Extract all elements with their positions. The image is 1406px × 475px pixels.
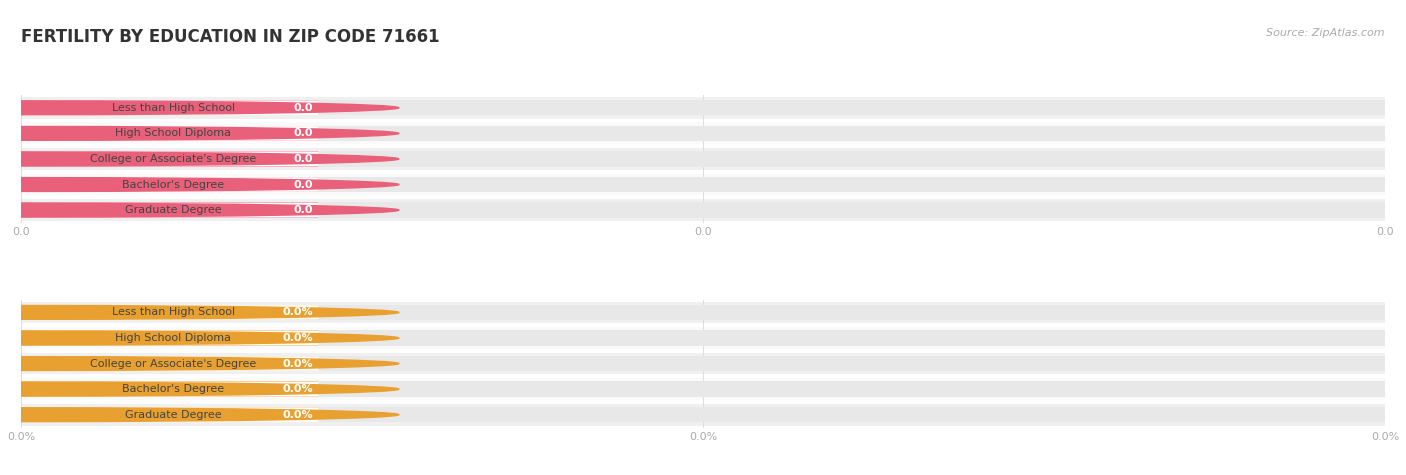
FancyBboxPatch shape bbox=[28, 203, 318, 218]
Bar bbox=[21, 151, 1385, 167]
Circle shape bbox=[0, 408, 399, 422]
Bar bbox=[21, 97, 1385, 119]
Bar bbox=[21, 199, 1385, 221]
FancyBboxPatch shape bbox=[28, 126, 318, 141]
Bar bbox=[21, 123, 1385, 144]
Text: Graduate Degree: Graduate Degree bbox=[125, 205, 222, 215]
Bar bbox=[21, 404, 1385, 426]
Bar bbox=[21, 305, 1385, 320]
Text: 0.0%: 0.0% bbox=[283, 333, 314, 343]
Bar bbox=[21, 356, 1385, 371]
FancyBboxPatch shape bbox=[28, 177, 318, 192]
Bar bbox=[21, 352, 1385, 374]
Bar bbox=[21, 305, 318, 320]
Bar bbox=[21, 407, 318, 422]
FancyBboxPatch shape bbox=[28, 356, 318, 371]
Text: 0.0%: 0.0% bbox=[283, 307, 314, 317]
Bar bbox=[21, 174, 1385, 195]
Bar bbox=[21, 302, 1385, 323]
Text: 0.0: 0.0 bbox=[294, 205, 314, 215]
Bar bbox=[21, 151, 318, 167]
Text: FERTILITY BY EDUCATION IN ZIP CODE 71661: FERTILITY BY EDUCATION IN ZIP CODE 71661 bbox=[21, 28, 440, 47]
Circle shape bbox=[0, 305, 399, 319]
Bar bbox=[21, 177, 1385, 192]
Text: Less than High School: Less than High School bbox=[111, 307, 235, 317]
Circle shape bbox=[0, 382, 399, 396]
Bar bbox=[21, 177, 318, 192]
Text: Source: ZipAtlas.com: Source: ZipAtlas.com bbox=[1267, 28, 1385, 38]
Text: Less than High School: Less than High School bbox=[111, 103, 235, 113]
FancyBboxPatch shape bbox=[28, 305, 318, 320]
Circle shape bbox=[0, 331, 399, 345]
Bar bbox=[21, 100, 1385, 115]
Bar bbox=[21, 378, 1385, 400]
Text: 0.0%: 0.0% bbox=[283, 384, 314, 394]
Text: 0.0: 0.0 bbox=[294, 180, 314, 190]
Circle shape bbox=[0, 357, 399, 371]
FancyBboxPatch shape bbox=[28, 382, 318, 396]
Bar bbox=[21, 202, 318, 218]
Circle shape bbox=[0, 203, 399, 217]
Bar bbox=[21, 126, 1385, 141]
Text: Graduate Degree: Graduate Degree bbox=[125, 410, 222, 420]
Bar bbox=[21, 100, 318, 115]
Circle shape bbox=[0, 152, 399, 166]
Bar bbox=[21, 407, 1385, 422]
Bar bbox=[21, 202, 1385, 218]
FancyBboxPatch shape bbox=[28, 408, 318, 422]
Text: 0.0%: 0.0% bbox=[283, 410, 314, 420]
Text: 0.0: 0.0 bbox=[294, 154, 314, 164]
Text: College or Associate's Degree: College or Associate's Degree bbox=[90, 359, 256, 369]
Circle shape bbox=[0, 126, 399, 140]
Text: College or Associate's Degree: College or Associate's Degree bbox=[90, 154, 256, 164]
Text: 0.0: 0.0 bbox=[294, 128, 314, 138]
Circle shape bbox=[0, 101, 399, 114]
Text: 0.0%: 0.0% bbox=[283, 359, 314, 369]
Circle shape bbox=[0, 178, 399, 191]
FancyBboxPatch shape bbox=[28, 331, 318, 345]
Text: High School Diploma: High School Diploma bbox=[115, 333, 231, 343]
Text: High School Diploma: High School Diploma bbox=[115, 128, 231, 138]
FancyBboxPatch shape bbox=[28, 101, 318, 115]
Bar bbox=[21, 356, 318, 371]
Text: Bachelor's Degree: Bachelor's Degree bbox=[122, 180, 224, 190]
Text: 0.0: 0.0 bbox=[294, 103, 314, 113]
Bar bbox=[21, 330, 318, 346]
Bar bbox=[21, 381, 318, 397]
Bar bbox=[21, 126, 318, 141]
Bar bbox=[21, 148, 1385, 170]
Bar bbox=[21, 381, 1385, 397]
Bar bbox=[21, 330, 1385, 346]
FancyBboxPatch shape bbox=[28, 152, 318, 166]
Text: Bachelor's Degree: Bachelor's Degree bbox=[122, 384, 224, 394]
Bar bbox=[21, 327, 1385, 349]
